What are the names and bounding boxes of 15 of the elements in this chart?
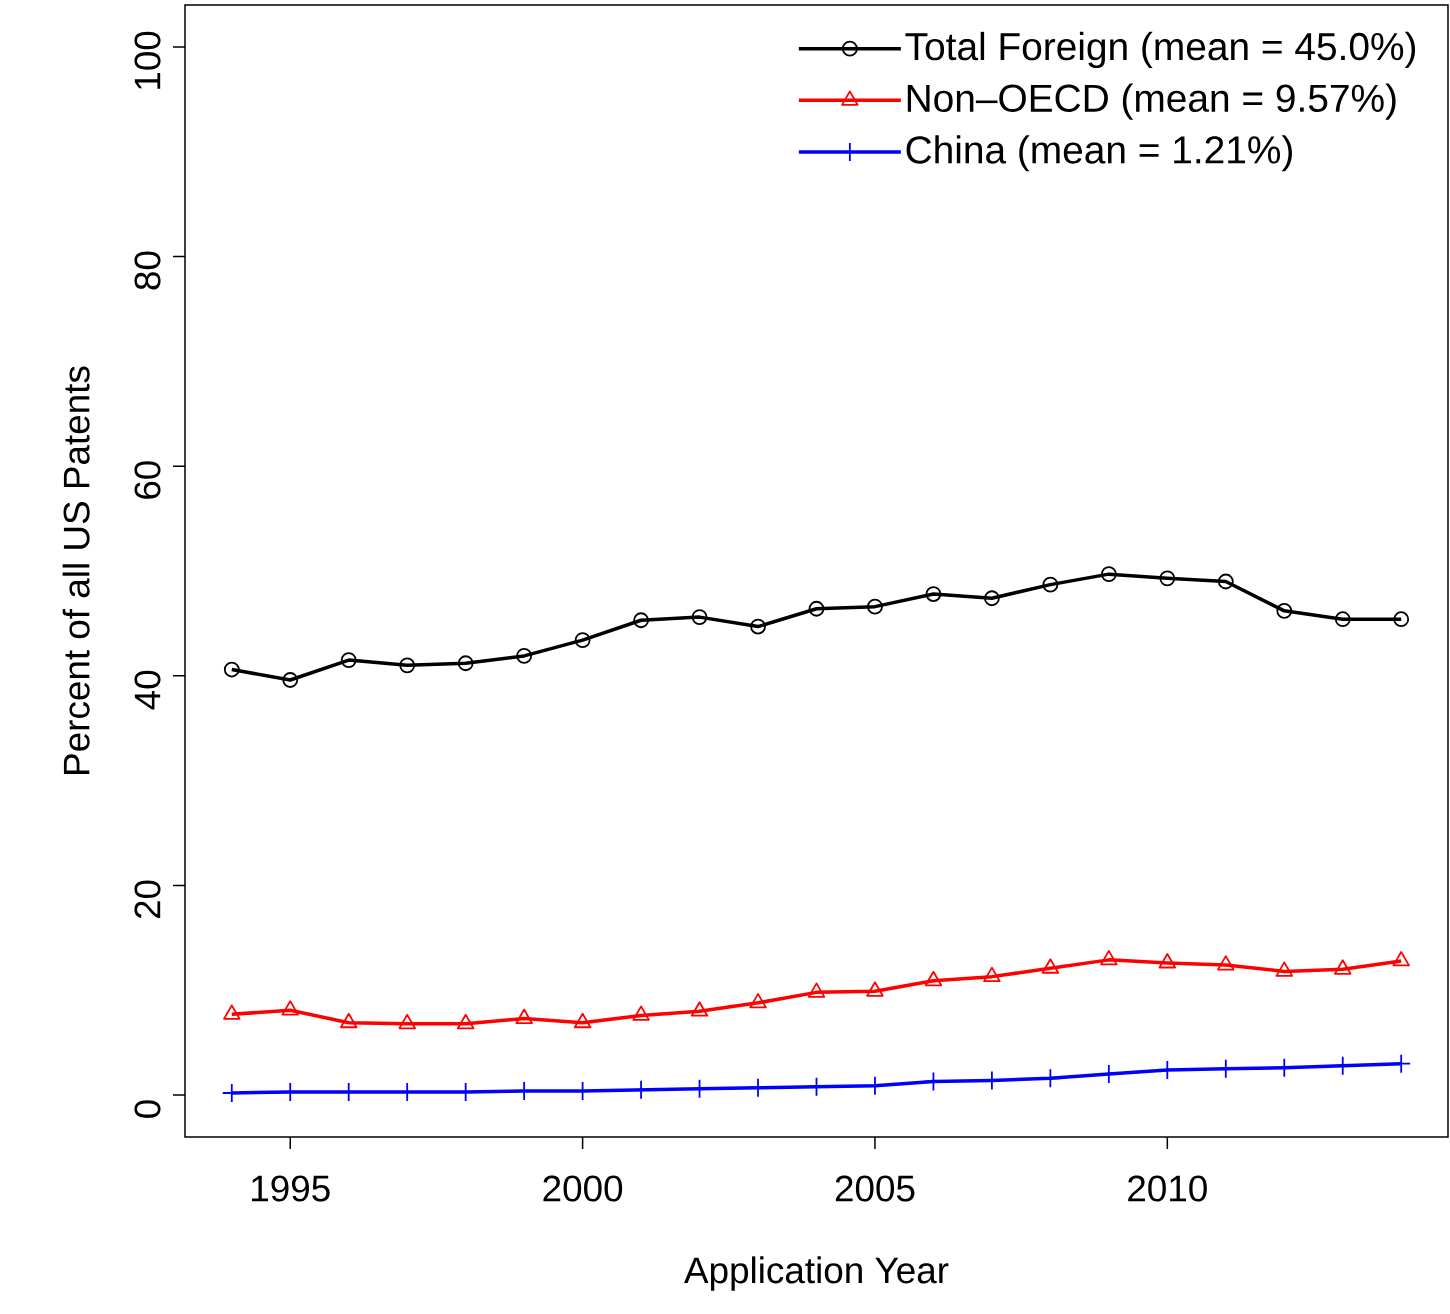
y-tick-label: 0 bbox=[134, 1100, 161, 1118]
legend-label: Total Foreign (mean = 45.0%) bbox=[905, 31, 1416, 69]
x-axis-title: Application Year bbox=[684, 1256, 949, 1291]
y-tick-label: 80 bbox=[134, 251, 161, 290]
x-tick-label: 2010 bbox=[1128, 1175, 1207, 1202]
legend-label: Non–OECD (mean = 9.57%) bbox=[907, 83, 1396, 120]
x-tick-label: 1995 bbox=[252, 1175, 330, 1202]
x-tick-label: 2000 bbox=[543, 1175, 623, 1202]
legend-label: China (mean = 1.21%) bbox=[906, 135, 1292, 172]
y-tick-label: 40 bbox=[134, 670, 161, 710]
y-tick-label: 100 bbox=[134, 31, 161, 89]
y-axis-title: Percent of all US Patents bbox=[62, 366, 90, 774]
y-tick-label: 20 bbox=[134, 880, 161, 919]
y-tick-label: 60 bbox=[134, 461, 161, 499]
x-tick-label: 2005 bbox=[835, 1175, 915, 1202]
